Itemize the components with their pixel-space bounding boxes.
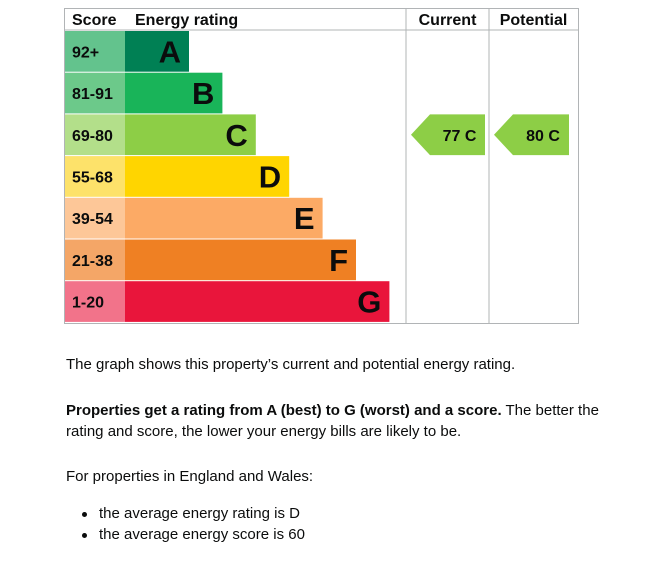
band-g-bar: [125, 281, 390, 322]
band-e-bar: [125, 197, 323, 239]
band-f-score-cell: [65, 239, 125, 281]
energy-rating-chart: Score Energy rating Current Potential 92+ A 81…: [64, 8, 579, 324]
current-rating-label: 77 C: [443, 128, 477, 145]
band-e-letter: E: [294, 201, 315, 236]
band-b-letter: B: [192, 76, 214, 111]
region-note: For properties in England and Wales:: [66, 468, 314, 485]
band-b-bar: [125, 72, 223, 114]
header-energy-rating: Energy rating: [135, 12, 238, 29]
band-c-range: 69-80: [72, 128, 113, 145]
band-b-score-cell: [65, 72, 125, 114]
average-score-item: the average energy score is 60: [66, 524, 305, 545]
current-rating-arrow: [411, 114, 485, 156]
band-e-score-cell: [65, 197, 125, 239]
potential-rating-arrow: [494, 114, 569, 156]
band-f-range: 21-38: [72, 253, 113, 270]
band-b-range: 81-91: [72, 86, 113, 103]
band-g-score-cell: [65, 281, 125, 322]
header-score: Score: [72, 12, 117, 29]
averages-list: the average energy rating is D the avera…: [66, 503, 305, 545]
potential-rating-label: 80 C: [526, 128, 560, 145]
band-c-score-cell: [65, 114, 125, 156]
band-g-letter: G: [357, 285, 381, 320]
chart-description: The graph shows this property’s current …: [66, 356, 516, 373]
band-c-letter: C: [225, 118, 247, 153]
band-a-range: 92+: [72, 44, 99, 61]
rating-explanation: Properties get a rating from A (best) to…: [66, 400, 626, 442]
header-current: Current: [419, 12, 477, 29]
band-a-score-cell: [65, 31, 125, 72]
band-d-letter: D: [259, 159, 281, 194]
band-f-letter: F: [329, 243, 348, 278]
band-a-bar: [125, 31, 189, 72]
band-f-bar: [125, 239, 356, 281]
rating-explanation-rest: The better the rating and score, the low…: [66, 402, 599, 440]
band-d-bar: [125, 156, 290, 197]
band-d-score-cell: [65, 156, 125, 197]
band-g-range: 1-20: [72, 295, 104, 312]
average-rating-item: the average energy rating is D: [66, 503, 305, 524]
band-a-letter: A: [159, 34, 181, 69]
header-potential: Potential: [500, 12, 568, 29]
band-c-bar: [125, 114, 256, 156]
band-d-range: 55-68: [72, 169, 113, 186]
rating-explanation-bold: Properties get a rating from A (best) to…: [66, 402, 502, 419]
band-e-range: 39-54: [72, 211, 113, 228]
chart-frame: [64, 8, 579, 324]
